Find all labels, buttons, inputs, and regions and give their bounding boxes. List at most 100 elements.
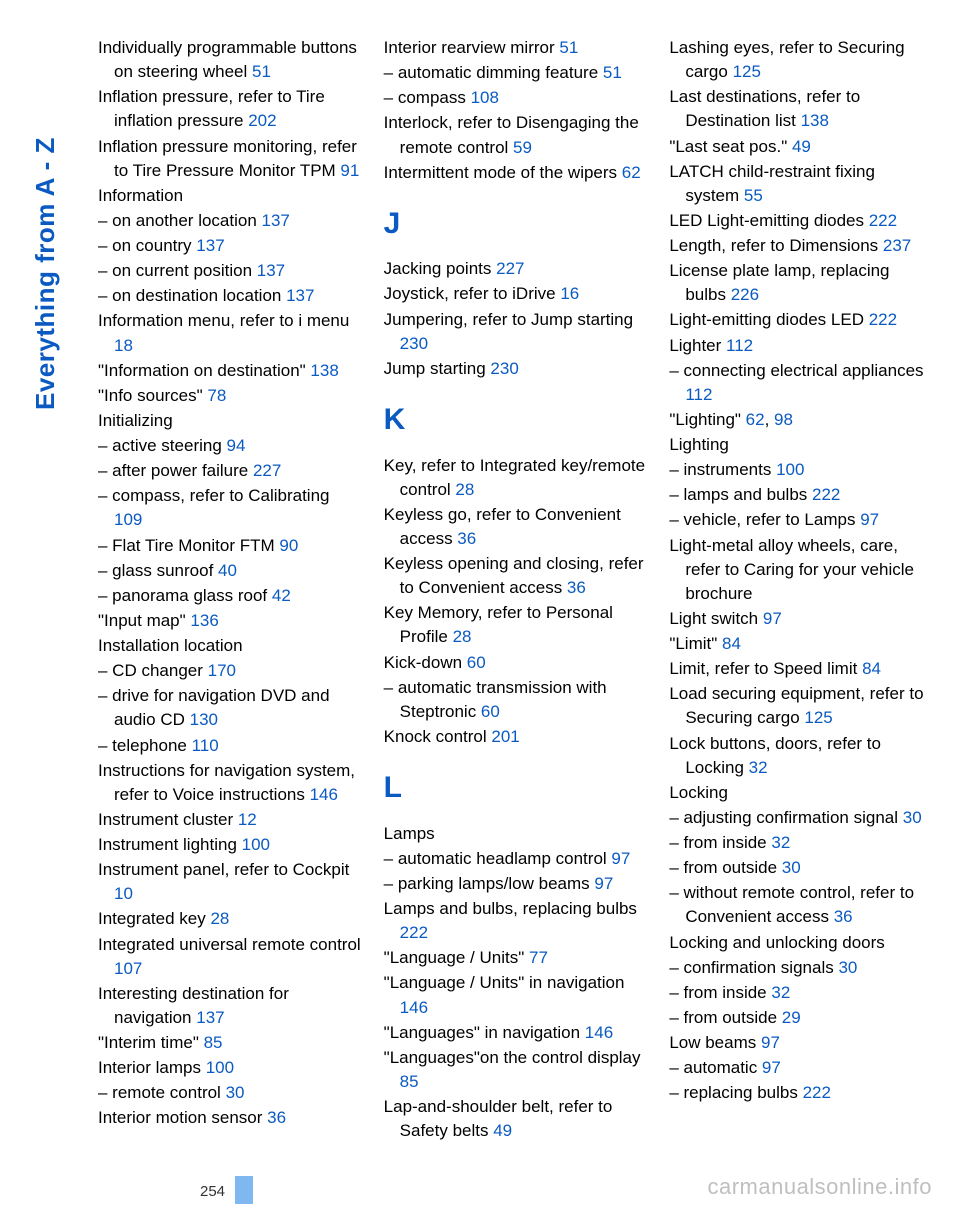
page-ref-link[interactable]: 60 [481, 702, 500, 721]
page-ref-link[interactable]: 137 [196, 236, 224, 255]
page-ref-link[interactable]: 146 [585, 1023, 613, 1042]
page-ref-link[interactable]: 227 [496, 259, 524, 278]
index-entry-text: LATCH child-restraint fixing system [669, 162, 875, 205]
page-ref-link[interactable]: 230 [400, 334, 428, 353]
page-ref-link[interactable]: 51 [603, 63, 622, 82]
page-ref-link[interactable]: 100 [776, 460, 804, 479]
page-ref-link[interactable]: 90 [279, 536, 298, 555]
page-ref-link[interactable]: 85 [204, 1033, 223, 1052]
page-ref-link[interactable]: 130 [190, 710, 218, 729]
page-ref-link[interactable]: 32 [771, 983, 790, 1002]
page-ref-link[interactable]: 97 [611, 849, 630, 868]
page-ref-link[interactable]: 202 [248, 111, 276, 130]
page-ref-link[interactable]: 226 [731, 285, 759, 304]
index-subentry: – telephone 110 [98, 734, 362, 758]
page-ref-link[interactable]: 110 [192, 736, 219, 755]
index-entry-text: – without remote control, refer to Conve… [669, 883, 914, 926]
page-ref-link[interactable]: 30 [782, 858, 801, 877]
page-ref-link[interactable]: 36 [457, 529, 476, 548]
index-entry: Installation location [98, 634, 362, 658]
page-ref-link[interactable]: 112 [685, 385, 712, 404]
page-ref-link[interactable]: 18 [114, 336, 133, 355]
page-ref-link[interactable]: 36 [567, 578, 586, 597]
watermark-text: carmanualsonline.info [707, 1174, 932, 1200]
page-ref-link[interactable]: 137 [257, 261, 285, 280]
index-entry-text: "Interim time" [98, 1033, 204, 1052]
page-ref-link[interactable]: 146 [400, 998, 428, 1017]
page-ref-link[interactable]: 28 [453, 627, 472, 646]
page-ref-link[interactable]: 227 [253, 461, 281, 480]
page-ref-link[interactable]: 12 [238, 810, 257, 829]
index-entry-text: Lighting [669, 435, 729, 454]
index-entry-text: Instrument panel, refer to Cockpit [98, 860, 349, 879]
page-ref-link[interactable]: 97 [860, 510, 879, 529]
page-ref-link[interactable]: 100 [206, 1058, 234, 1077]
page-ref-link[interactable]: 51 [559, 38, 578, 57]
page-ref-link[interactable]: 28 [455, 480, 474, 499]
page-ref-link[interactable]: 109 [114, 510, 142, 529]
page-ref-link[interactable]: 78 [207, 386, 226, 405]
page-ref-link[interactable]: 28 [210, 909, 229, 928]
page-ref-link[interactable]: 16 [560, 284, 579, 303]
index-entry: Jumpering, refer to Jump starting 230 [384, 308, 648, 356]
page-ref-link[interactable]: 40 [218, 561, 237, 580]
page-ref-link[interactable]: 30 [903, 808, 922, 827]
page-ref-link[interactable]: 49 [792, 137, 811, 156]
page-ref-link[interactable]: 30 [838, 958, 857, 977]
page-ref-link[interactable]: 59 [513, 138, 532, 157]
page-ref-link[interactable]: 60 [467, 653, 486, 672]
page-ref-link[interactable]: 112 [726, 336, 753, 355]
page-ref-link[interactable]: 222 [869, 310, 897, 329]
page-ref-link[interactable]: 137 [196, 1008, 224, 1027]
page-ref-link[interactable]: 222 [400, 923, 428, 942]
page-ref-link[interactable]: 138 [310, 361, 338, 380]
page-ref-link[interactable]: 222 [803, 1083, 831, 1102]
index-entry: Inflation pressure, refer to Tire inflat… [98, 85, 362, 133]
page-ref-link[interactable]: 136 [190, 611, 218, 630]
page-ref-link[interactable]: 62 [746, 410, 765, 429]
page-ref-link[interactable]: 97 [594, 874, 613, 893]
page-ref-link[interactable]: 29 [782, 1008, 801, 1027]
index-entry-text: Lamps [384, 824, 435, 843]
page-ref-link[interactable]: 237 [883, 236, 911, 255]
page-ref-link[interactable]: 94 [227, 436, 246, 455]
page-ref-link[interactable]: 77 [529, 948, 548, 967]
page-ref-link[interactable]: 97 [762, 1058, 781, 1077]
page-ref-link[interactable]: 49 [493, 1121, 512, 1140]
page-ref-link[interactable]: 146 [310, 785, 338, 804]
page-ref-link[interactable]: 36 [834, 907, 853, 926]
index-subentry: – from outside 29 [669, 1006, 933, 1030]
page-ref-link[interactable]: 97 [761, 1033, 780, 1052]
page-ref-link[interactable]: 91 [340, 161, 359, 180]
page-ref-link[interactable]: 10 [114, 884, 133, 903]
page-ref-link[interactable]: 100 [242, 835, 270, 854]
page-ref-link[interactable]: 32 [771, 833, 790, 852]
index-entry-text: License plate lamp, replacing bulbs [669, 261, 889, 304]
page-ref-link[interactable]: 30 [226, 1083, 245, 1102]
page-ref-link[interactable]: 108 [471, 88, 499, 107]
page-ref-link[interactable]: 138 [801, 111, 829, 130]
index-entry-text: "Language / Units" [384, 948, 529, 967]
page-ref-link[interactable]: 170 [208, 661, 236, 680]
page-ref-link[interactable]: 201 [491, 727, 519, 746]
page-ref-link[interactable]: 84 [862, 659, 881, 678]
page-ref-link[interactable]: 42 [272, 586, 291, 605]
page-ref-link[interactable]: 85 [400, 1072, 419, 1091]
page-ref-link[interactable]: 98 [774, 410, 793, 429]
page-ref-link[interactable]: 222 [812, 485, 840, 504]
page-ref-link[interactable]: 137 [262, 211, 290, 230]
page-ref-link[interactable]: 55 [744, 186, 763, 205]
page-ref-link[interactable]: 51 [252, 62, 271, 81]
page-ref-link[interactable]: 97 [763, 609, 782, 628]
page-ref-link[interactable]: 32 [749, 758, 768, 777]
page-ref-link[interactable]: 62 [622, 163, 641, 182]
page-ref-link[interactable]: 230 [490, 359, 518, 378]
page-ref-link[interactable]: 36 [267, 1108, 286, 1127]
page-ref-link[interactable]: 107 [114, 959, 142, 978]
page-ref-link[interactable]: 84 [722, 634, 741, 653]
page-ref-link[interactable]: 125 [733, 62, 761, 81]
page-ref-link[interactable]: 137 [286, 286, 314, 305]
index-entry-text: – compass [384, 88, 471, 107]
page-ref-link[interactable]: 125 [804, 708, 832, 727]
page-ref-link[interactable]: 222 [869, 211, 897, 230]
